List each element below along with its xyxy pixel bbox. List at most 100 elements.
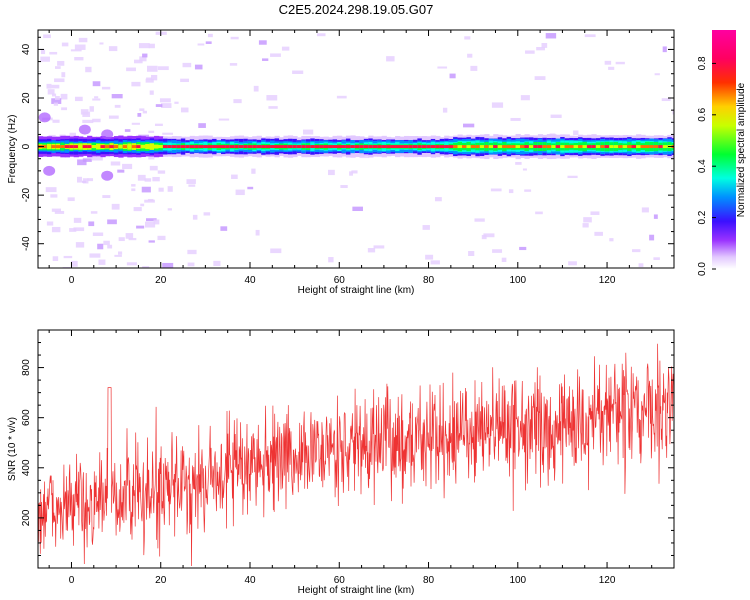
ridge-core (555, 145, 561, 149)
noise-speckle (198, 123, 206, 128)
ridge-core (323, 145, 329, 149)
noise-speckle (141, 186, 151, 193)
noise-speckle (40, 56, 50, 62)
noise-speckle (91, 154, 103, 161)
ridge-core (127, 145, 133, 149)
spectrogram-ytick-label: 40 (21, 43, 32, 55)
spectrogram-xtick-label: 60 (334, 275, 346, 286)
ridge-core (470, 145, 477, 149)
noise-speckle (292, 70, 304, 74)
noise-speckle (632, 249, 641, 253)
ridge-core (314, 145, 320, 149)
ridge-core (412, 145, 419, 149)
ridge-core (247, 145, 253, 149)
noise-speckle (51, 84, 60, 89)
noise-speckle (78, 37, 88, 43)
noise-speckle (144, 178, 152, 182)
ridge-core (332, 145, 338, 149)
noise-speckle (653, 214, 658, 219)
ridge-core (42, 145, 48, 149)
ridge-core (154, 145, 160, 149)
noise-speckle (88, 221, 95, 227)
ridge-core (51, 145, 57, 149)
ridge-core (586, 145, 593, 149)
colorbar-label: Normalized spectral amplitude (736, 82, 747, 217)
snr-xtick-label: 100 (509, 575, 526, 586)
noise-speckle (467, 53, 473, 58)
noise-speckle (92, 98, 101, 101)
noise-speckle (233, 99, 242, 104)
noise-speckle (70, 49, 82, 52)
noise-speckle (114, 104, 121, 108)
noise-speckle (520, 95, 530, 101)
noise-speckle (128, 237, 137, 241)
ridge-core (613, 145, 619, 149)
noise-speckle (49, 51, 58, 55)
noise-speckle (52, 119, 60, 123)
noise-speckle (131, 188, 136, 192)
noise-speckle (89, 253, 101, 258)
ridge-core (69, 145, 75, 149)
spectrogram-ytick-label: 20 (21, 92, 32, 104)
ridge-core (238, 145, 245, 149)
noise-speckle (157, 170, 166, 174)
ridge-core (564, 145, 570, 149)
noise-speckle (137, 174, 146, 181)
noise-speckle (430, 260, 440, 265)
snr-frame (37, 329, 675, 569)
ridge-core (136, 145, 142, 149)
noise-speckle (138, 43, 150, 49)
ridge-blob (78, 124, 91, 135)
ridge-core (212, 145, 218, 149)
ridge-core (524, 145, 530, 149)
noise-speckle (367, 248, 376, 253)
noise-speckle (158, 187, 164, 192)
noise-speckle (641, 207, 649, 213)
noise-speckle (126, 67, 136, 72)
noise-speckle (425, 254, 434, 260)
noise-speckle (149, 165, 158, 171)
noise-speckle (316, 33, 326, 37)
ridge-core (100, 145, 106, 149)
noise-speckle (87, 178, 94, 182)
ridge-core (292, 145, 298, 149)
noise-speckle (147, 65, 158, 72)
spectrogram-plot-area (38, 31, 674, 268)
noise-speckle (125, 233, 134, 239)
noise-speckle (69, 132, 76, 139)
ridge-core (118, 145, 124, 149)
snr-xtick-label: 80 (423, 575, 435, 586)
noise-speckle (328, 169, 335, 176)
noise-speckle (162, 132, 173, 135)
noise-speckle (85, 66, 92, 73)
noise-speckle (545, 33, 557, 39)
noise-speckle (136, 225, 145, 229)
ridge-core (113, 145, 120, 149)
noise-speckle (373, 245, 385, 249)
noise-speckle (270, 53, 281, 57)
ridge-core (457, 145, 463, 149)
ridge-core (145, 145, 151, 149)
noise-speckle (61, 107, 68, 111)
noise-speckle (147, 198, 154, 202)
noise-speckle (77, 159, 87, 166)
snr-xtick-label: 60 (334, 575, 346, 586)
ridge-core (185, 145, 191, 149)
noise-speckle (122, 163, 133, 170)
noise-speckle (258, 40, 267, 45)
noise-speckle (142, 266, 150, 268)
ridge-core (444, 145, 450, 149)
noise-speckle (174, 101, 179, 104)
noise-speckle (203, 212, 211, 216)
ridge-core (542, 145, 548, 149)
noise-speckle (140, 203, 145, 207)
noise-speckle (134, 59, 143, 64)
noise-speckle (583, 217, 592, 223)
ridge-core (569, 145, 575, 149)
noise-speckle (590, 211, 600, 215)
noise-speckle (152, 176, 160, 182)
noise-speckle (654, 73, 660, 76)
noise-speckle (662, 46, 667, 53)
snr-xtick-label: 0 (69, 575, 75, 586)
ridge-core (198, 145, 204, 149)
